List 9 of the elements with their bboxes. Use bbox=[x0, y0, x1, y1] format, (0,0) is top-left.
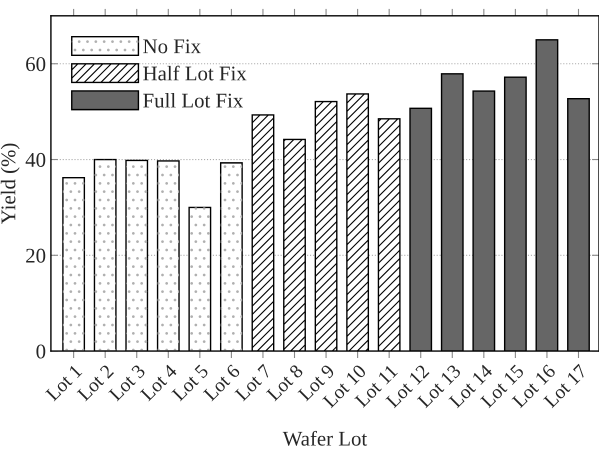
y-tick-label: 60 bbox=[26, 57, 46, 72]
y-axis-title: Yield (%) bbox=[0, 144, 20, 224]
legend-label: Half Lot Fix bbox=[143, 66, 246, 80]
legend-label: No Fix bbox=[143, 39, 201, 54]
y-tick-label: 0 bbox=[36, 344, 46, 359]
legend-label: Full Lot Fix bbox=[143, 92, 244, 108]
x-axis-title: Wafer Lot bbox=[282, 430, 368, 446]
y-tick-label: 40 bbox=[26, 152, 46, 167]
y-tick-label: 20 bbox=[26, 248, 46, 263]
